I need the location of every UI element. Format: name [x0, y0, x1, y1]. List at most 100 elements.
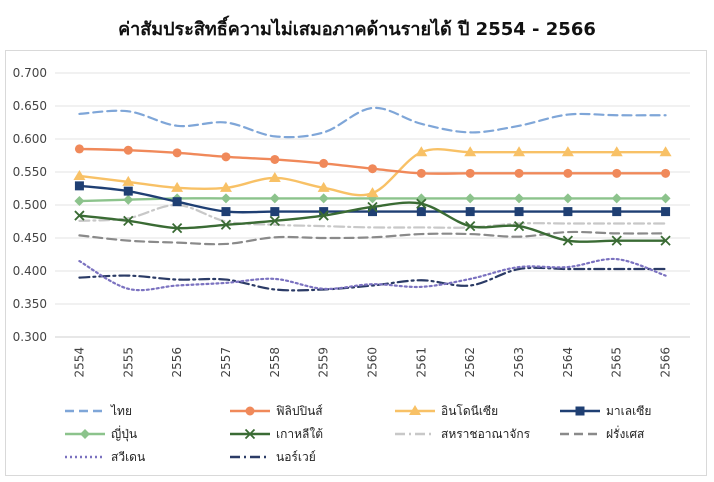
- legend-label: สหราชอาณาจักร: [441, 427, 531, 441]
- data-point: [74, 210, 85, 221]
- y-tick-label: 0.300: [13, 330, 47, 344]
- data-point: [612, 168, 622, 178]
- legend-label: ฝรั่งเศส: [606, 425, 645, 441]
- data-point: [123, 186, 133, 196]
- data-point: [269, 215, 280, 226]
- data-point: [317, 181, 330, 192]
- y-tick-label: 0.700: [13, 66, 47, 80]
- legend-label: ไทย: [110, 404, 132, 418]
- legend-label: มาเลเซีย: [606, 404, 651, 418]
- data-point: [123, 145, 133, 155]
- data-point: [513, 220, 525, 232]
- x-tick-label: 2561: [414, 347, 428, 378]
- data-point: [514, 207, 524, 217]
- data-point: [74, 181, 84, 191]
- data-point: [74, 196, 85, 207]
- legend-label: เกาหลีใต้: [276, 427, 323, 441]
- data-point: [416, 207, 426, 217]
- data-point: [73, 169, 86, 180]
- legend-marker: [409, 405, 421, 415]
- series-line: [78, 106, 667, 139]
- data-point: [270, 154, 280, 164]
- data-point: [172, 148, 182, 158]
- data-point: [319, 207, 329, 217]
- y-tick-label: 0.350: [13, 297, 47, 311]
- data-point: [563, 168, 573, 178]
- data-point: [368, 164, 377, 174]
- data-point: [465, 220, 476, 232]
- x-tick-label: 2558: [268, 347, 282, 378]
- y-tick-label: 0.500: [13, 198, 47, 212]
- data-point: [661, 168, 671, 178]
- data-point: [319, 158, 329, 168]
- data-point: [514, 193, 525, 204]
- data-point: [514, 168, 524, 178]
- y-tick-label: 0.650: [13, 99, 47, 113]
- data-point: [122, 175, 135, 186]
- data-point: [612, 207, 622, 217]
- x-tick-label: 2554: [72, 347, 86, 378]
- legend-marker: [80, 429, 90, 439]
- data-point: [221, 152, 231, 162]
- data-point: [660, 235, 671, 246]
- data-point: [367, 201, 378, 213]
- data-point: [269, 193, 280, 204]
- data-point: [465, 207, 475, 217]
- x-tick-label: 2562: [463, 347, 477, 378]
- data-point: [219, 181, 232, 192]
- series-line: [78, 257, 667, 292]
- legend-label: นอร์เวย์: [276, 450, 316, 464]
- data-point: [123, 194, 134, 205]
- data-point: [318, 193, 329, 204]
- data-point: [171, 222, 183, 234]
- x-tick-label: 2555: [121, 347, 135, 378]
- data-point: [416, 193, 427, 204]
- x-tick-label: 2564: [561, 347, 575, 378]
- data-point: [563, 207, 573, 217]
- y-tick-label: 0.400: [13, 264, 47, 278]
- chart-frame: [5, 50, 707, 476]
- data-point: [611, 235, 622, 246]
- series-line: [78, 266, 667, 292]
- x-tick-label: 2559: [317, 347, 331, 378]
- data-point: [610, 146, 623, 157]
- data-point: [465, 193, 476, 204]
- data-point: [611, 193, 622, 204]
- data-point: [659, 146, 672, 157]
- data-point: [318, 210, 329, 221]
- data-point: [561, 146, 574, 157]
- legend-marker: [244, 428, 256, 440]
- chart-title: ค่าสัมประสิทธิ์ความไม่เสมอภาคด้านรายได้ …: [118, 19, 596, 40]
- data-point: [220, 193, 231, 204]
- data-point: [660, 193, 671, 204]
- x-tick-label: 2566: [659, 347, 673, 378]
- x-tick-label: 2563: [512, 347, 526, 378]
- data-point: [416, 168, 426, 178]
- y-tick-label: 0.550: [13, 165, 47, 179]
- legend-label: ฟิลิปปินส์: [276, 404, 323, 418]
- data-point: [465, 168, 475, 178]
- data-point: [123, 215, 134, 226]
- data-point: [513, 146, 526, 157]
- data-point: [270, 207, 280, 217]
- data-point: [221, 207, 231, 217]
- data-point: [416, 198, 427, 209]
- data-point: [172, 197, 182, 207]
- legend-marker: [575, 406, 585, 416]
- series-line: [78, 230, 667, 246]
- data-point: [464, 146, 477, 157]
- data-point: [368, 207, 377, 217]
- data-point: [415, 146, 428, 157]
- x-tick-label: 2560: [366, 347, 380, 378]
- data-point: [171, 181, 184, 192]
- legend-label: ญี่ปุ่น: [111, 425, 137, 442]
- legend-label: สวีเดน: [111, 450, 145, 464]
- data-point: [562, 193, 573, 204]
- x-tick-label: 2557: [219, 347, 233, 378]
- data-point: [220, 219, 232, 230]
- legend-label: อินโดนีเซีย: [441, 404, 498, 418]
- data-point: [268, 171, 281, 182]
- data-point: [661, 207, 671, 217]
- y-tick-label: 0.450: [13, 231, 47, 245]
